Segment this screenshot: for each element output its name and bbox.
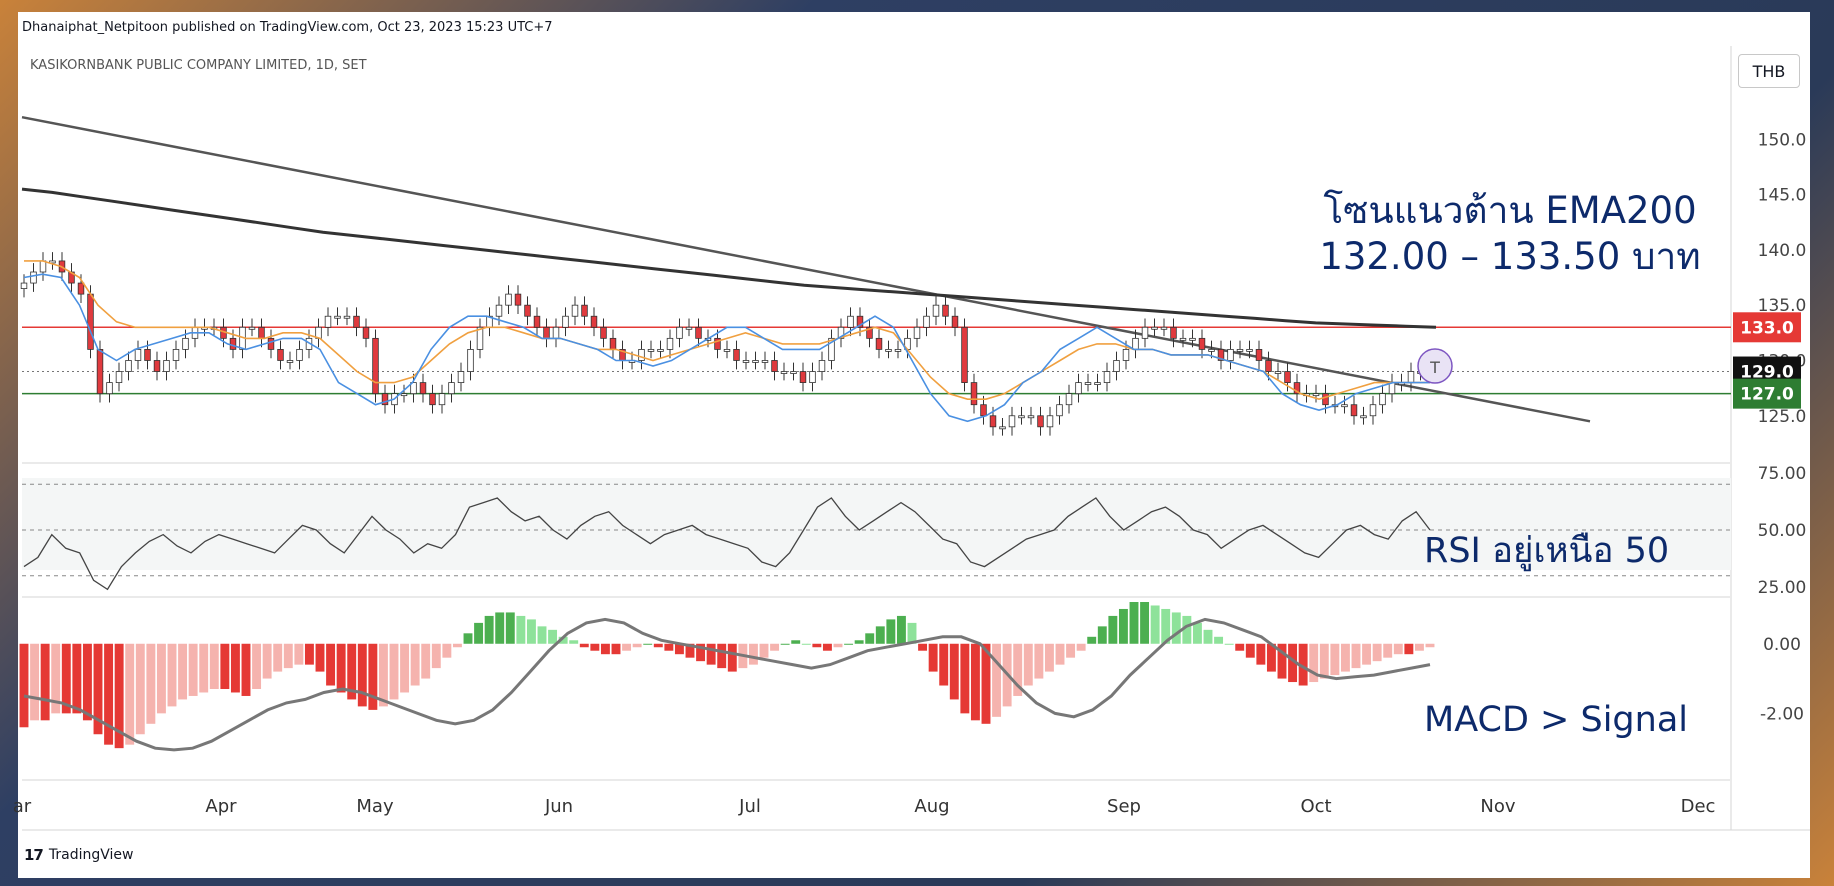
tradingview-logo[interactable]: 17 TradingView	[24, 846, 133, 864]
tradingview-brand: TradingView	[48, 847, 134, 863]
publisher-text: Dhanaiphat_Netpitoon published on Tradin…	[22, 20, 553, 35]
symbol-title: KASIKORNBANK PUBLIC COMPANY LIMITED, 1D,…	[30, 58, 367, 73]
chart-card	[18, 12, 1810, 878]
currency-button[interactable]: THB	[1738, 54, 1800, 88]
tradingview-icon: 17	[24, 846, 44, 864]
